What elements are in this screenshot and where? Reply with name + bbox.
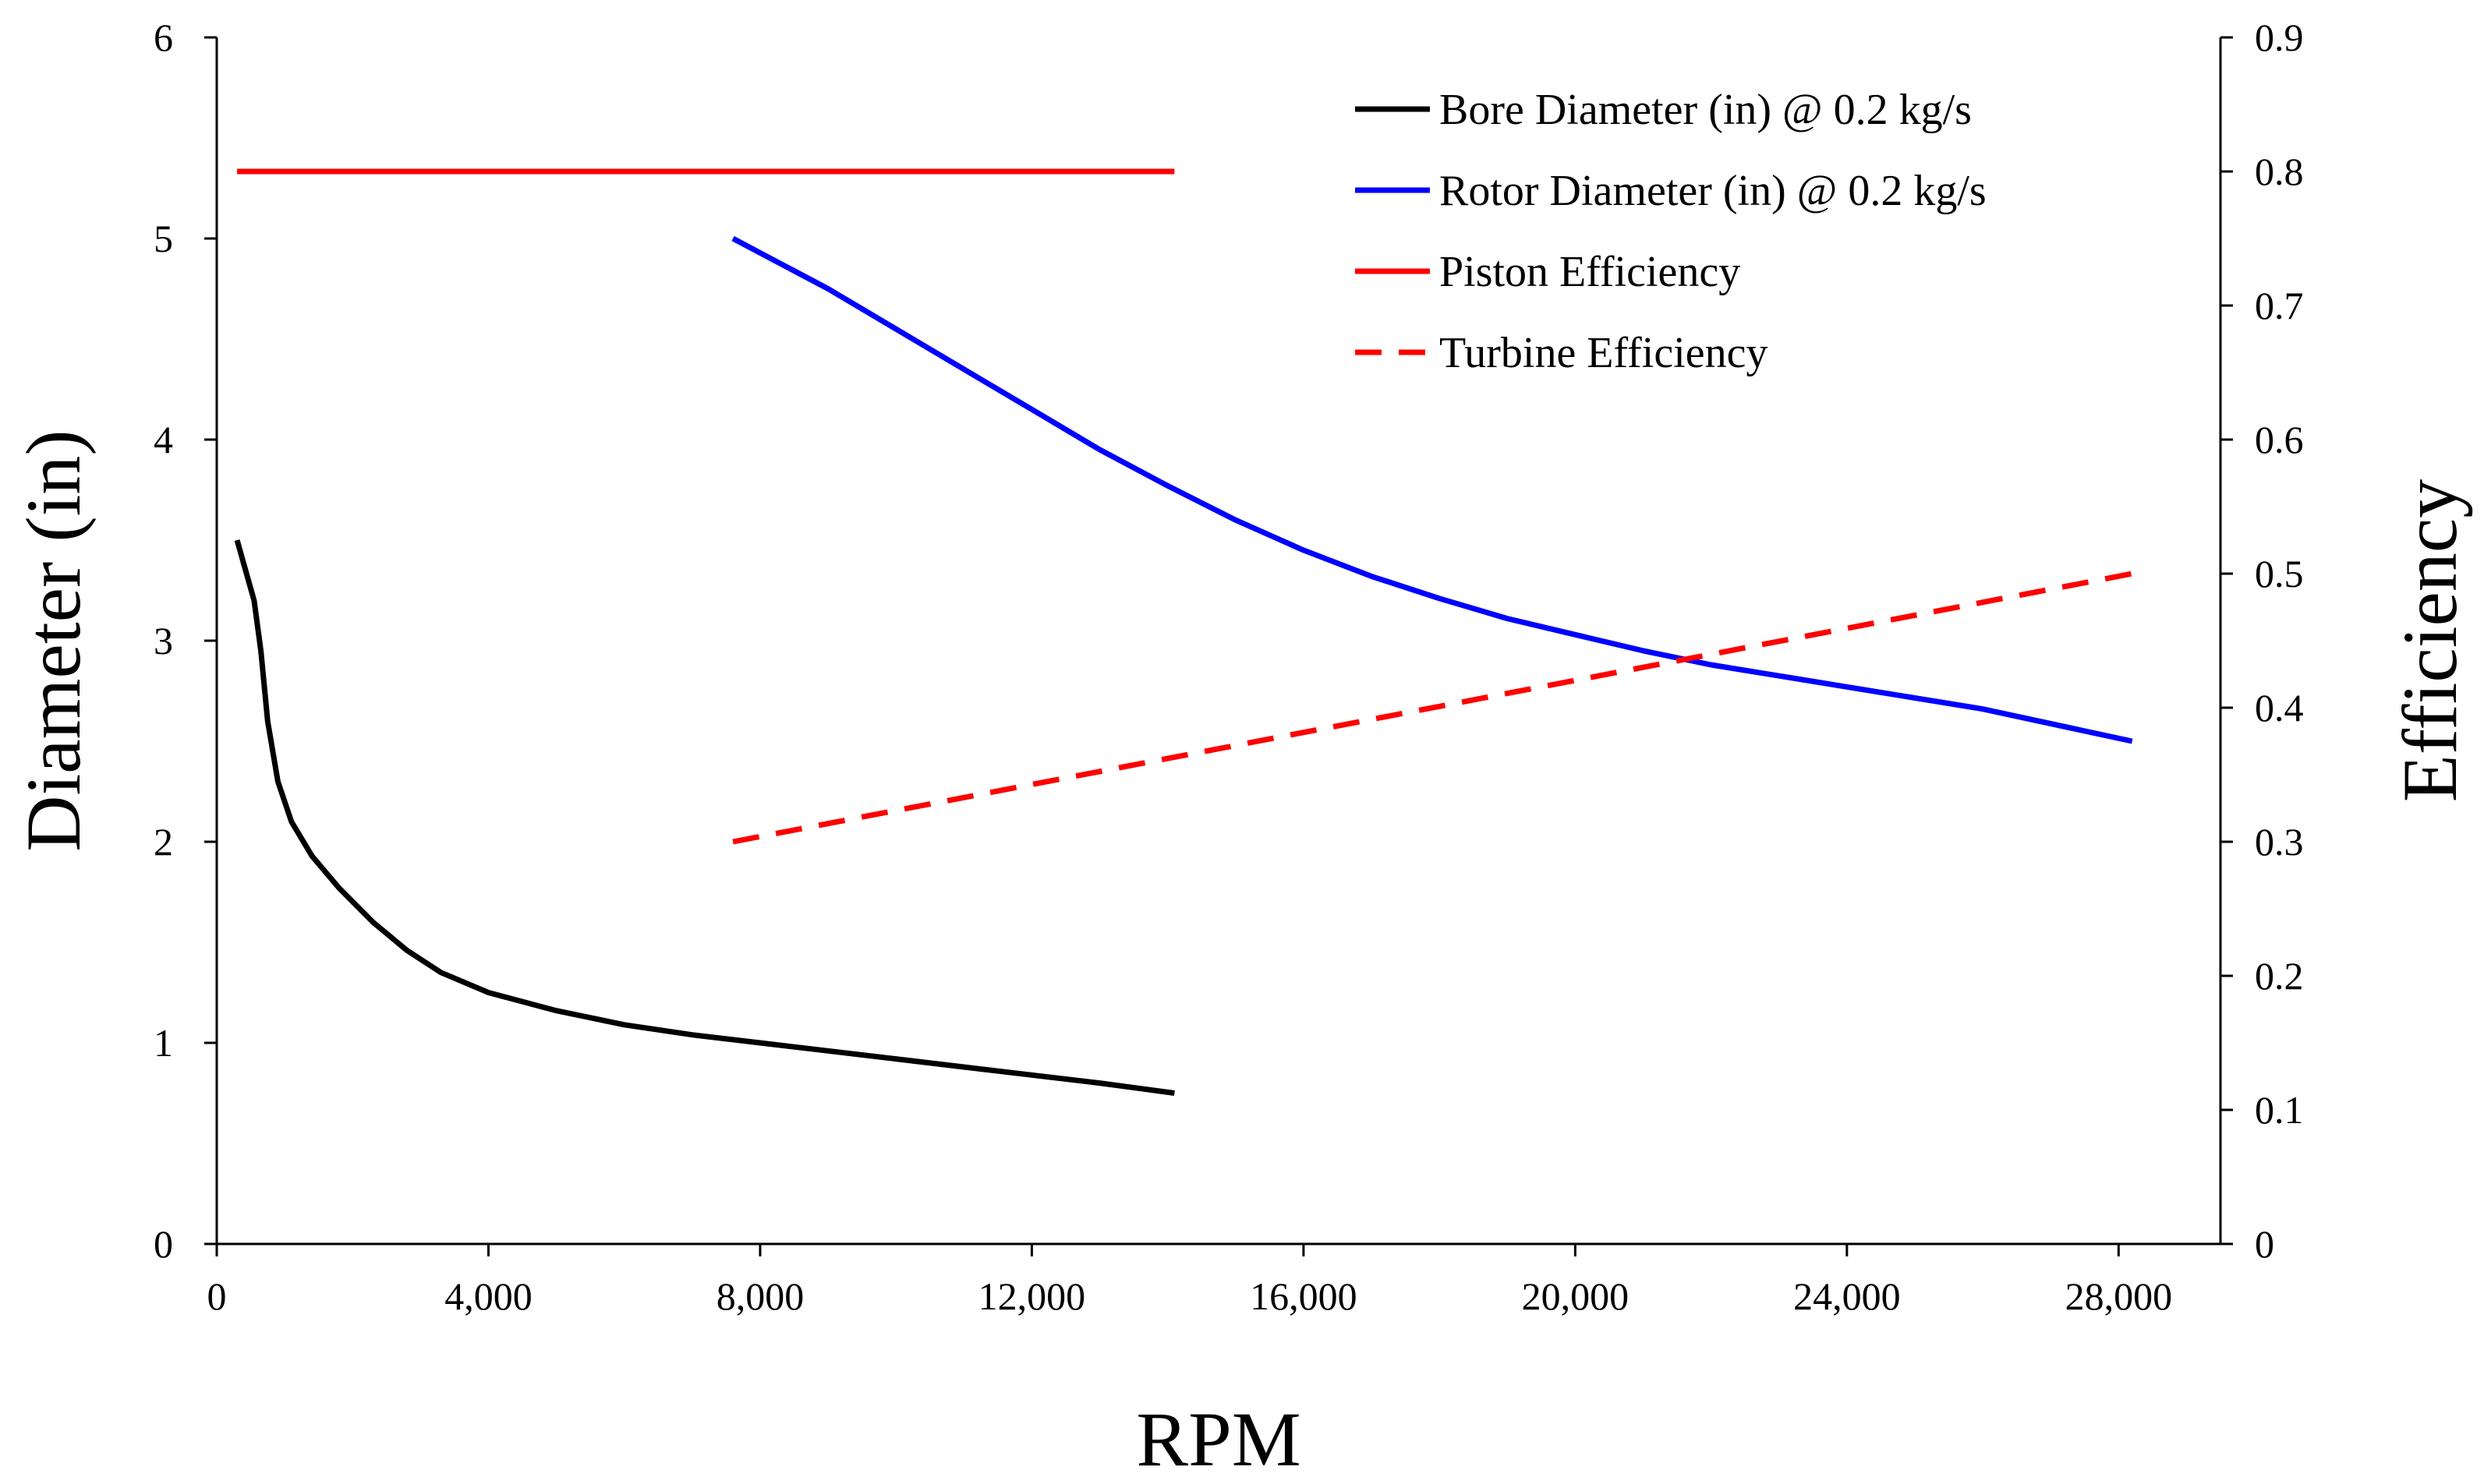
x-tick-label: 8,000 (717, 1274, 805, 1318)
y-tick-label: 1 (154, 1021, 173, 1065)
legend-label-3: Piston Efficiency (1439, 248, 1740, 296)
y2-tick-label: 0.2 (2255, 954, 2304, 998)
series-line-1 (234, 539, 1175, 1096)
y-tick-label: 0 (154, 1222, 173, 1266)
y2-tick-label: 0.3 (2255, 820, 2304, 864)
x-tick-label: 12,000 (978, 1274, 1086, 1318)
x-axis-title: RPM (1136, 1396, 1300, 1482)
y2-axis-title: Efficiency (2387, 479, 2473, 803)
x-tick-label: 20,000 (1522, 1274, 1629, 1318)
axes-layer: 0 4,000 8,000 12,000 16,000 20,000 24,000 28,00… (154, 16, 2304, 1318)
x-tick-label: 28,000 (2065, 1274, 2173, 1318)
y2-tick-label: 0 (2255, 1222, 2274, 1266)
y-tick-label: 3 (154, 619, 173, 662)
legend-label-2: Rotor Diameter (in) @ 0.2 kg/s (1439, 167, 1987, 215)
y2-tick-label: 0.4 (2255, 686, 2304, 730)
y2-tick-label: 0.5 (2255, 552, 2304, 595)
x-tick-label: 0 (207, 1274, 227, 1318)
y-tick-label: 4 (154, 418, 173, 461)
series-line-4 (732, 571, 2133, 845)
legend-label-1: Bore Diameter (in) @ 0.2 kg/s (1439, 86, 1972, 134)
y2-tick-label: 0.1 (2255, 1088, 2304, 1132)
legend-label-4: Turbine Efficiency (1439, 329, 1767, 377)
x-tick-label: 4,000 (444, 1274, 533, 1318)
legend: Bore Diameter (in) @ 0.2 kg/s Rotor Diame… (1355, 86, 1987, 377)
y-axis-title: Diameter (in) (10, 429, 97, 851)
y2-tick-label: 0.8 (2255, 150, 2304, 193)
y-tick-label: 5 (154, 217, 173, 260)
y2-tick-label: 0.7 (2255, 284, 2304, 327)
x-tick-label: 24,000 (1793, 1274, 1901, 1318)
x-tick-label: 16,000 (1250, 1274, 1357, 1318)
y2-tick-label: 0.9 (2255, 16, 2304, 59)
y-tick-label: 6 (154, 16, 173, 59)
series-layer (234, 168, 2133, 1096)
y2-tick-label: 0.6 (2255, 418, 2304, 461)
series-line-2 (731, 235, 2133, 744)
y-tick-label: 2 (154, 820, 173, 864)
